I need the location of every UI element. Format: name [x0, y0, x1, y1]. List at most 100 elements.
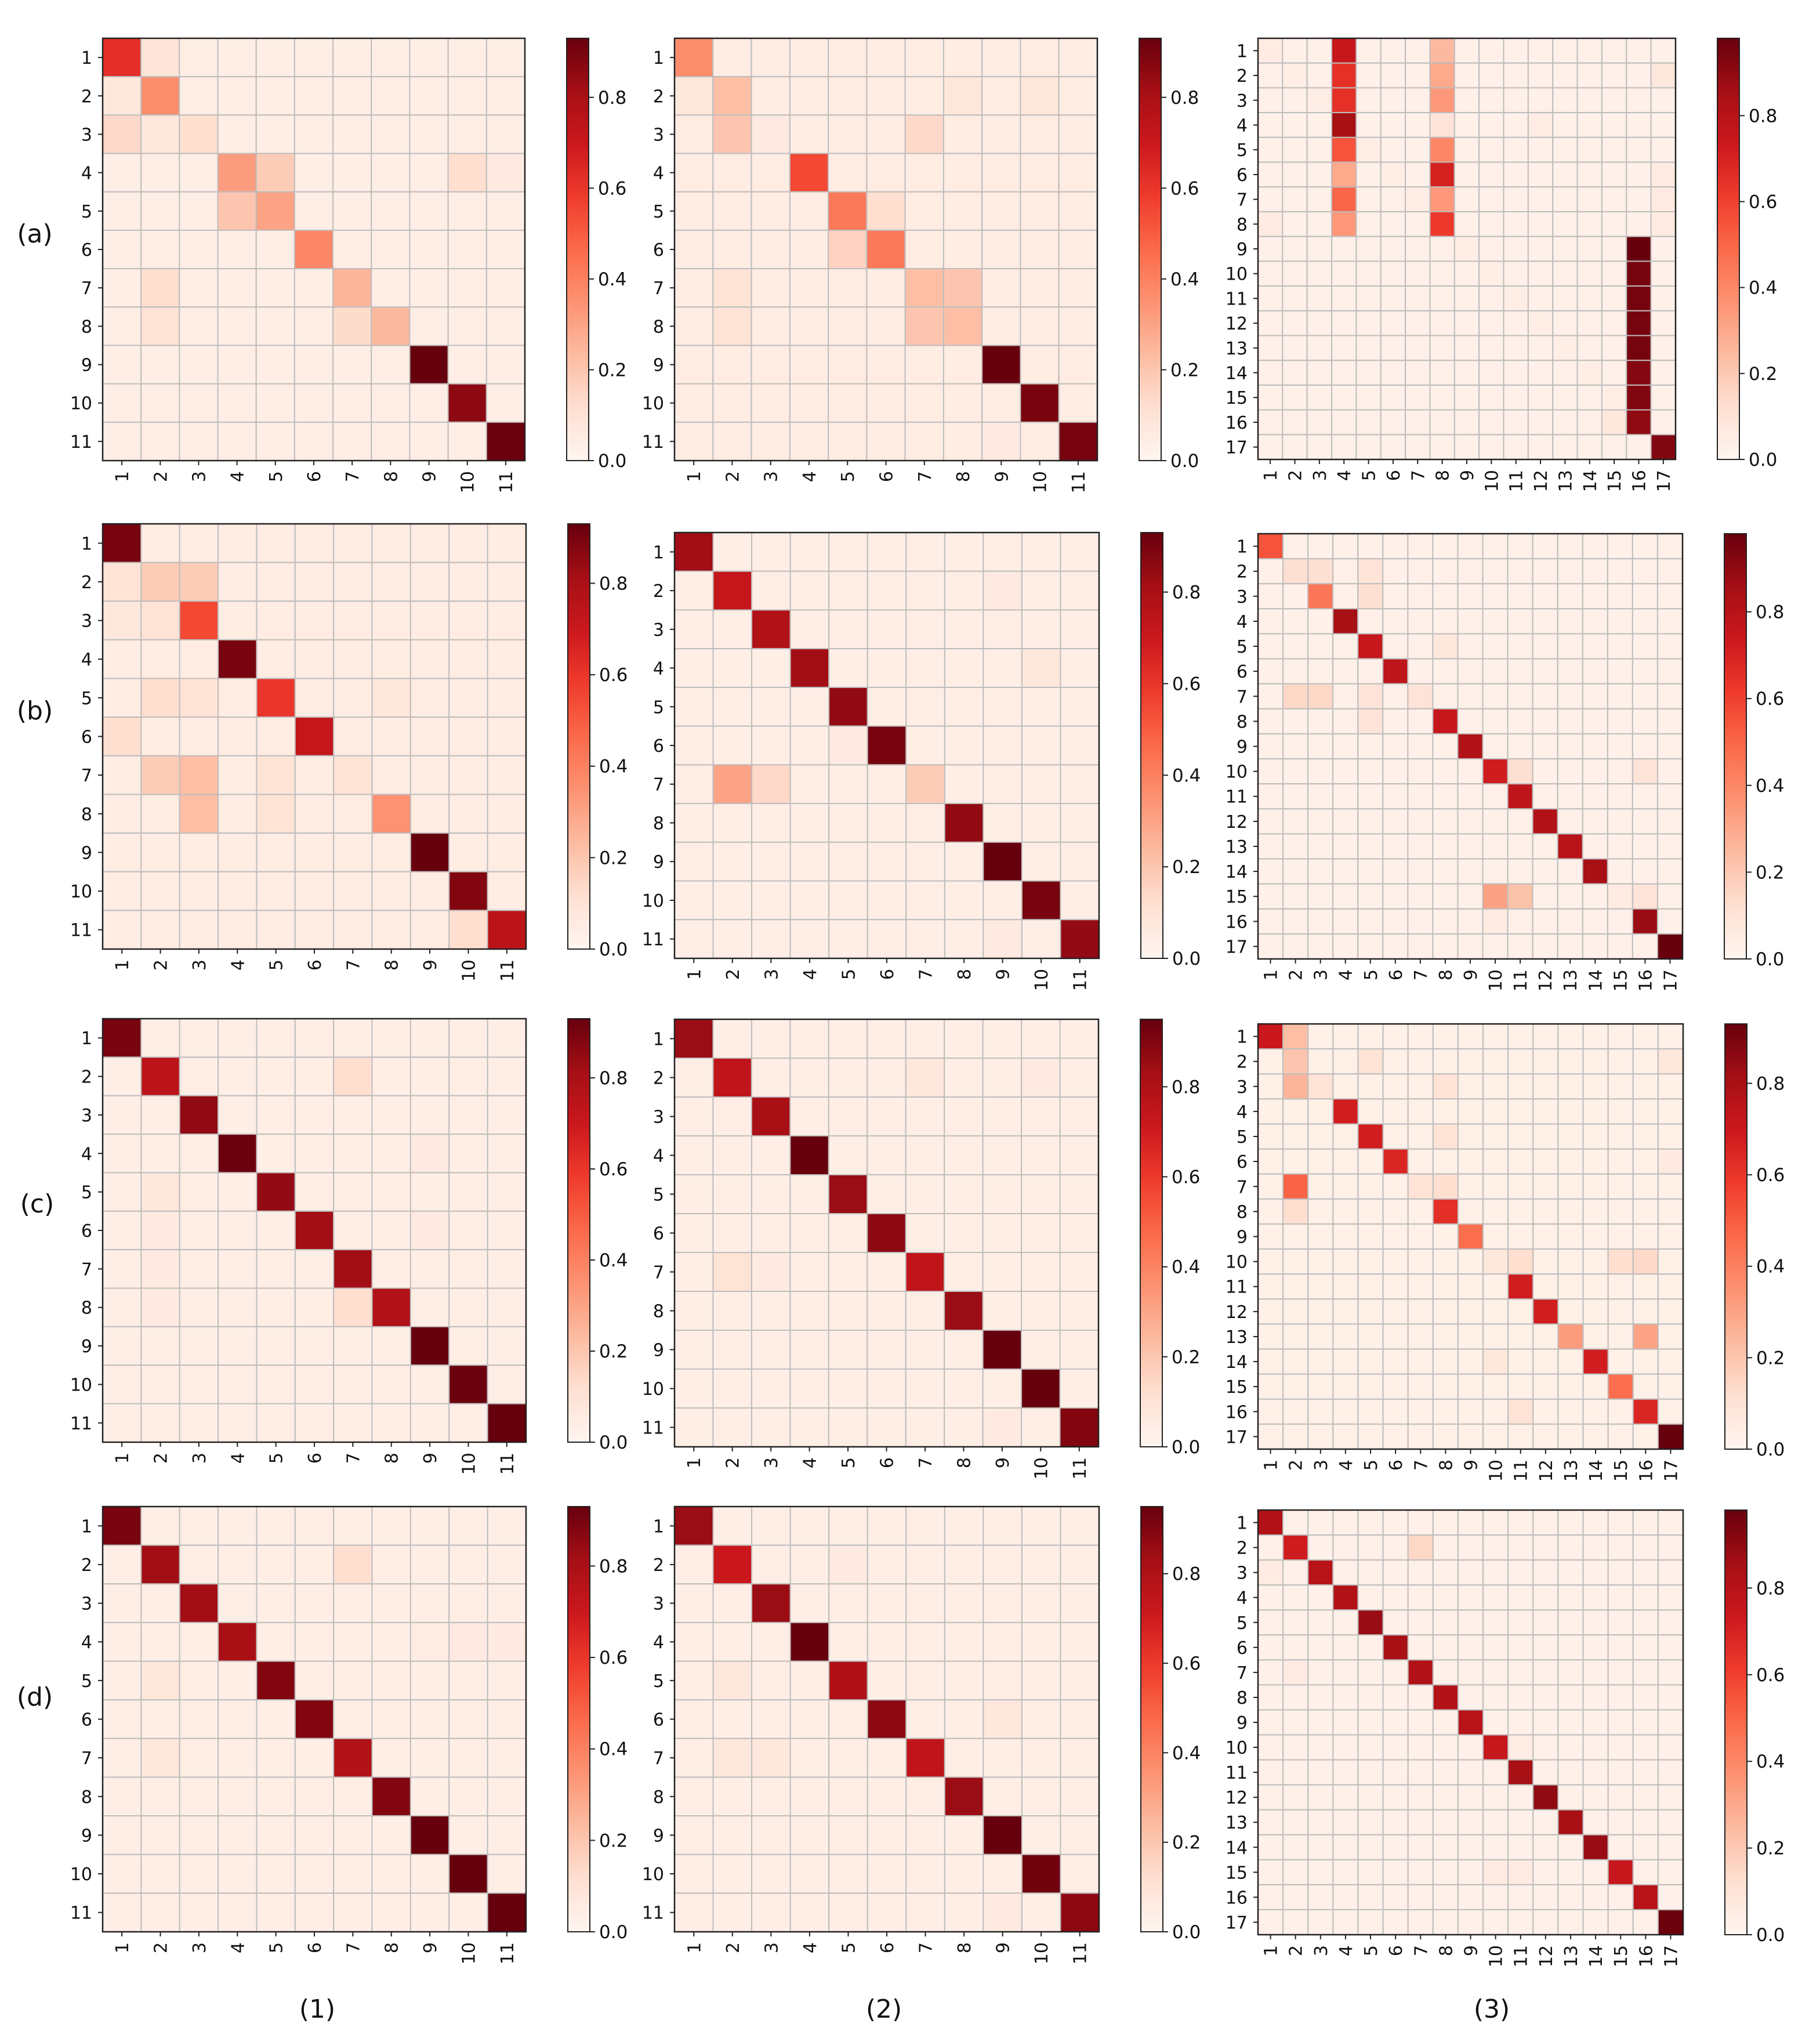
heatmap-cell [1021, 1737, 1061, 1778]
heatmap-cell [102, 910, 142, 950]
heatmap-cell [1656, 658, 1683, 685]
heatmap-cell [487, 1506, 527, 1546]
heatmap-cell [1656, 783, 1683, 810]
heatmap-cell [1282, 633, 1309, 660]
heatmap-cell [1582, 1584, 1609, 1611]
heatmap-cell [905, 1506, 945, 1546]
heatmap-cell [1478, 384, 1504, 411]
y-tick-label: 11 [70, 1903, 92, 1924]
heatmap-cell [293, 268, 334, 308]
y-tick-label: 16 [1226, 413, 1248, 433]
heatmap-cell [674, 919, 714, 960]
heatmap-cell [1532, 1198, 1559, 1225]
heatmap-cell [1306, 136, 1333, 163]
heatmap-cell [1507, 1909, 1534, 1935]
y-tick-label: 6 [1237, 662, 1248, 682]
heatmap-cell [1478, 310, 1504, 336]
heatmap-cell [1332, 1684, 1359, 1711]
heatmap-cell [255, 306, 295, 346]
heatmap-cell [1557, 833, 1583, 860]
heatmap-cell [1482, 1859, 1509, 1885]
heatmap-cell [674, 725, 714, 766]
heatmap-cell [1576, 434, 1603, 460]
heatmap-cell [751, 1330, 791, 1370]
colorbar-gradient [1140, 1019, 1163, 1447]
heatmap-cell [102, 1134, 142, 1174]
heatmap-cell [944, 880, 984, 921]
heatmap-cell [1332, 1634, 1359, 1661]
heatmap-cell [140, 306, 180, 346]
heatmap-cell [1357, 1123, 1384, 1150]
heatmap-cell [1507, 1048, 1534, 1075]
heatmap-cell [1657, 1909, 1684, 1935]
heatmap-cell [217, 153, 257, 193]
heatmap-cell [1307, 1709, 1334, 1736]
heatmap-cell [333, 1737, 373, 1778]
heatmap-cell [905, 764, 945, 805]
heatmap-cell [1357, 1348, 1384, 1375]
heatmap-cell [1407, 1073, 1434, 1100]
heatmap-cell [1657, 1559, 1684, 1586]
heatmap-cell [1332, 1198, 1359, 1225]
y-tick-label: 14 [1226, 1838, 1248, 1858]
x-tick-label: 1 [113, 471, 133, 482]
heatmap-cell [1257, 758, 1284, 785]
y-tick-label: 16 [1226, 1888, 1248, 1908]
heatmap-cell [1557, 808, 1583, 835]
heatmap-cell [1407, 1173, 1434, 1200]
heatmap-cell [1407, 1759, 1434, 1786]
heatmap-cell [1478, 360, 1504, 386]
heatmap-cell [1382, 633, 1409, 660]
heatmap-cell [179, 1056, 219, 1096]
heatmap-cell [1282, 186, 1308, 212]
heatmap-cell [789, 421, 829, 462]
heatmap-cell [1607, 1784, 1634, 1811]
x-tick-label: 3 [762, 1942, 782, 1953]
heatmap-cell [371, 229, 411, 270]
heatmap-cell [102, 1172, 142, 1212]
heatmap-cell [789, 880, 830, 921]
heatmap-cell [1601, 161, 1627, 188]
heatmap-cell [487, 1172, 527, 1212]
heatmap-cell [867, 532, 907, 572]
heatmap-cell [1482, 733, 1509, 760]
heatmap-cell [1357, 808, 1384, 835]
heatmap-cell [1021, 532, 1061, 572]
colorbar-tick-label: 0.2 [1756, 862, 1784, 883]
heatmap-cell [1657, 1098, 1684, 1125]
heatmap-cell [256, 1892, 296, 1933]
heatmap-cell [1382, 1173, 1409, 1200]
heatmap-cell [982, 1330, 1023, 1370]
heatmap-cell [256, 1506, 296, 1546]
heatmap-cell [1626, 186, 1652, 212]
x-tick-label: 4 [800, 969, 821, 980]
heatmap-cell [1482, 1148, 1509, 1175]
heatmap-cell [674, 1506, 714, 1546]
heatmap-cell [905, 1369, 945, 1409]
heatmap-cell [1257, 161, 1284, 188]
heatmap-cell [1307, 1859, 1334, 1885]
heatmap-cell [1457, 908, 1484, 935]
heatmap-cell [256, 1815, 296, 1855]
heatmap-cell [256, 678, 296, 718]
colorbar-tick-label: 0.8 [1756, 1578, 1785, 1599]
heatmap-cell [1453, 335, 1480, 361]
heatmap-cell [102, 1018, 142, 1058]
heatmap-cell [1331, 310, 1357, 336]
heatmap-cell [1405, 38, 1431, 64]
heatmap-cell [1432, 1509, 1459, 1536]
heatmap-cell [1307, 1073, 1334, 1100]
heatmap-cell [1380, 409, 1406, 436]
heatmap-cell [866, 383, 906, 423]
heatmap-cell [1306, 335, 1333, 361]
heatmap-cell [140, 832, 180, 873]
heatmap-cell [1482, 933, 1509, 960]
heatmap-cell [487, 1621, 527, 1662]
heatmap-cell [712, 1892, 753, 1933]
x-tick-label: 2 [151, 960, 172, 971]
heatmap-cell [1582, 783, 1608, 810]
heatmap-cell [1582, 758, 1608, 785]
heatmap-cell [102, 600, 142, 640]
heatmap-cell [1507, 1684, 1534, 1711]
heatmap-cell [1405, 112, 1431, 138]
